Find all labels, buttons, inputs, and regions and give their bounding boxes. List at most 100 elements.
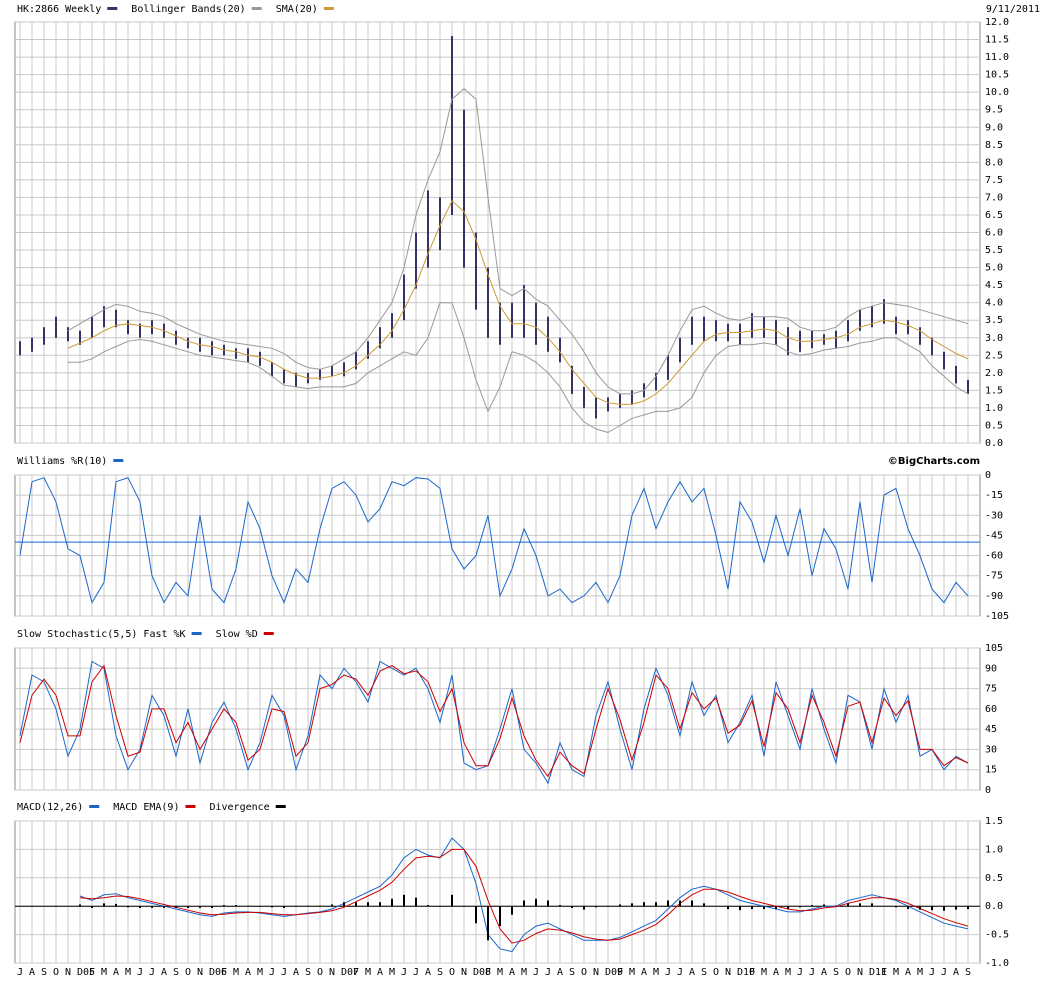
x-tick-label: J [137, 967, 143, 978]
x-tick-label: F [617, 967, 623, 978]
x-tick-label: J [17, 967, 23, 978]
bar [391, 898, 393, 907]
bar [835, 905, 837, 907]
x-tick-label: M [125, 967, 131, 978]
y-tick-label: 2.0 [985, 368, 1003, 379]
x-tick-label: J [797, 967, 803, 978]
bar [343, 902, 345, 907]
y-tick-label: 2.5 [985, 350, 1003, 361]
x-tick-label: F [881, 967, 887, 978]
bar [175, 906, 177, 908]
y-tick-label: 7.5 [985, 175, 1003, 186]
bar [331, 904, 333, 907]
x-tick-label: N [329, 967, 335, 978]
y-tick-label: -45 [985, 530, 1003, 541]
x-tick-label: J [665, 967, 671, 978]
credit: ©BigCharts.com [888, 456, 980, 467]
x-tick-label: D09 [605, 967, 623, 978]
y-tick-label: 3.0 [985, 333, 1003, 344]
x-tick-label: D06 [209, 967, 227, 978]
y-tick-label: 15 [985, 765, 997, 776]
x-tick-label: D10 [737, 967, 755, 978]
x-tick-label: J [677, 967, 683, 978]
band-lower [68, 302, 969, 434]
x-tick-label: M [785, 967, 791, 978]
y-tick-label: 6.5 [985, 210, 1003, 221]
y-tick-label: 9.0 [985, 122, 1003, 133]
bar [823, 904, 825, 907]
x-tick-label: A [773, 967, 779, 978]
bar [211, 906, 213, 908]
bar [787, 906, 789, 910]
x-tick-label: M [101, 967, 107, 978]
legend-swatch [89, 805, 100, 808]
y-tick-label: -75 [985, 571, 1003, 582]
x-tick-label: O [581, 967, 587, 978]
x-tick-label: S [701, 967, 707, 978]
x-tick-label: D07 [341, 967, 359, 978]
bar [691, 900, 693, 907]
x-tick-label: N [593, 967, 599, 978]
y-tick-label: 8.5 [985, 140, 1003, 151]
x-tick-label: S [569, 967, 575, 978]
bar [475, 906, 477, 924]
x-tick-label: M [389, 967, 395, 978]
bar [943, 906, 945, 911]
y-tick-label: 5.5 [985, 245, 1003, 256]
series-line [19, 477, 969, 604]
legend-label: Bollinger Bands(20) [131, 4, 245, 15]
y-tick-label: 8.0 [985, 157, 1003, 168]
y-tick-label: -1.0 [985, 958, 1009, 969]
y-tick-label: 5.0 [985, 263, 1003, 274]
y-tick-label: 4.5 [985, 280, 1003, 291]
y-tick-label: 1.0 [985, 403, 1003, 414]
x-tick-label: M [653, 967, 659, 978]
x-tick-label: O [713, 967, 719, 978]
bar [955, 906, 957, 910]
series-line [79, 837, 969, 953]
x-tick-label: J [533, 967, 539, 978]
y-tick-label: 90 [985, 663, 997, 674]
y-tick-label: 30 [985, 744, 997, 755]
bar [223, 905, 225, 907]
x-tick-label: A [29, 967, 35, 978]
x-tick-label: J [413, 967, 419, 978]
y-tick-label: -90 [985, 591, 1003, 602]
bar [907, 906, 909, 910]
bar [775, 906, 777, 910]
bar [403, 894, 405, 907]
x-tick-label: J [941, 967, 947, 978]
x-tick-label: J [929, 967, 935, 978]
series-line [67, 200, 969, 405]
y-tick-label: -60 [985, 551, 1003, 562]
x-tick-label: A [161, 967, 167, 978]
bar [763, 906, 765, 910]
legend-label: Williams %R(10) [17, 456, 107, 467]
x-tick-label: D05 [77, 967, 95, 978]
x-tick-label: M [629, 967, 635, 978]
bar [247, 905, 249, 907]
bar [451, 894, 453, 907]
bar [547, 900, 549, 907]
chart-date: 9/11/2011 [986, 4, 1040, 15]
bar [115, 903, 117, 907]
x-tick-label: A [425, 967, 431, 978]
x-tick-label: A [905, 967, 911, 978]
legend-swatch [251, 7, 262, 10]
bar [583, 906, 585, 910]
x-tick-label: A [641, 967, 647, 978]
legend-label: Slow Stochastic(5,5) Fast %K [17, 629, 186, 640]
bar [643, 902, 645, 907]
bar [535, 898, 537, 907]
bar [919, 906, 921, 910]
x-tick-label: A [245, 967, 251, 978]
x-tick-label: M [257, 967, 263, 978]
x-tick-label: O [53, 967, 59, 978]
bar [235, 905, 237, 907]
bar [163, 906, 165, 908]
bar [199, 906, 201, 908]
x-tick-label: A [509, 967, 515, 978]
y-tick-label: 0.0 [985, 438, 1003, 449]
panel-frame [14, 647, 981, 791]
